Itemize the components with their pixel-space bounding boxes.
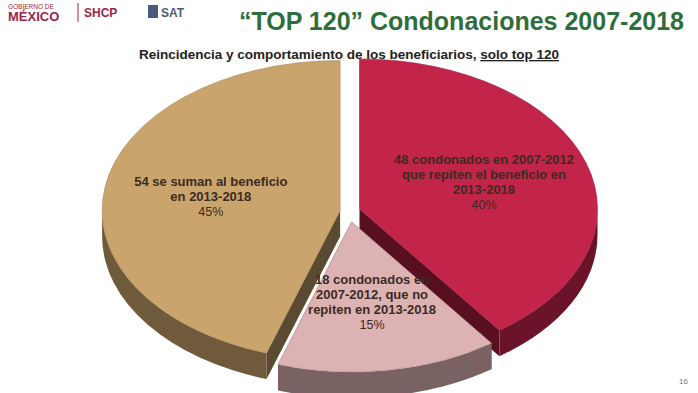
pie-slice [278,222,491,372]
separator [78,3,79,22]
pie-slice [102,60,340,353]
slice-label-line: 2013-2018 [453,182,515,197]
slide: GOBIERNO DEMÉXICOSHCPSAT“TOP 120” Condon… [0,0,698,393]
labels: 48 condonados en 2007-2012que repiten el… [134,152,574,332]
government-line: MÉXICO [8,9,59,24]
slice-label-line: que repiten el beneficio en [402,167,566,182]
value-label: 40% [471,198,496,212]
slice-label: 54 se suman al beneficioen 2013-2018 [134,174,287,204]
agency-icon [148,5,158,18]
value-label: 15% [360,318,385,332]
slice-label-line: 2007-2012, que no [316,287,428,302]
chart-root: GOBIERNO DEMÉXICOSHCPSAT“TOP 120” Condon… [0,0,698,393]
slice-label-line: 54 se suman al beneficio [134,174,287,189]
slice-label: 48 condonados en 2007-2012que repiten el… [394,152,574,197]
slice-label-line: 48 condonados en 2007-2012 [394,152,574,167]
slice-label-line: 18 condonados en [315,272,429,287]
subtitle-part: Reincidencia y comportamiento de los ben… [139,47,480,62]
agency: SHCP [84,6,117,20]
slice-label-line: repiten en 2013-2018 [308,302,436,317]
slice-label-line: en 2013-2018 [170,189,251,204]
slice-label: 18 condonados en2007-2012, que norepiten… [308,272,436,317]
value-label: 45% [198,205,223,219]
subtitle: Reincidencia y comportamiento de los ben… [139,47,559,62]
header: GOBIERNO DEMÉXICOSHCPSAT [8,3,185,24]
background [0,0,698,393]
pie [102,59,597,393]
subtitle-emphasis: solo top 120 [480,47,559,62]
agency: SAT [161,6,185,20]
title: “TOP 120” Condonaciones 2007-2018 [239,7,684,35]
page: {"header": {"government": ["GOBIERNO DE"… [0,0,698,393]
page-number: 16 [679,377,688,386]
